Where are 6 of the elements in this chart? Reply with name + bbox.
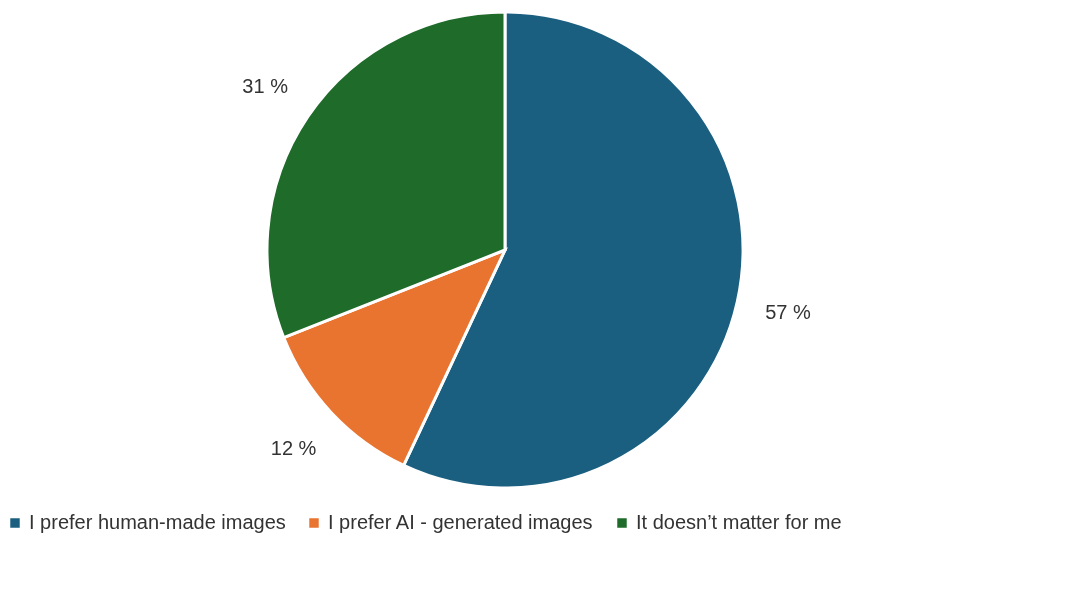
data-label: 12 %: [270, 436, 317, 459]
data-label: 57 %: [765, 301, 812, 324]
legend-label: It doesn’t matter for me: [636, 511, 842, 533]
legend-label: I prefer human-made images: [29, 511, 286, 533]
legend-label: I prefer AI - generated images: [328, 511, 593, 533]
data-label: 31 %: [242, 75, 289, 97]
